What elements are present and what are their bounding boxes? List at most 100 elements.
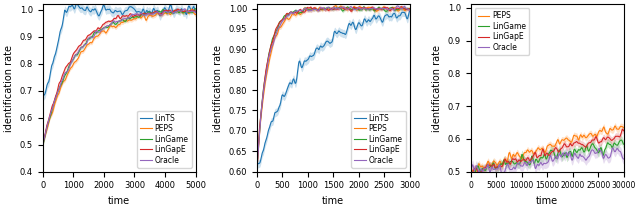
LinGame — [39, 144, 47, 146]
X-axis label: time: time — [108, 196, 130, 206]
Oracle — [111, 21, 119, 24]
LinGame — [130, 16, 138, 19]
Line: LinTS: LinTS — [43, 4, 196, 98]
PEPS — [111, 26, 119, 29]
Oracle — [326, 8, 334, 10]
LinGapE — [378, 8, 386, 10]
PEPS — [326, 8, 334, 10]
LinGame — [360, 5, 367, 8]
Oracle — [39, 142, 47, 145]
LinTS — [39, 96, 47, 99]
LinGapE — [540, 151, 548, 154]
Oracle — [620, 158, 627, 160]
Line: LinGapE: LinGapE — [257, 7, 410, 167]
LinGame — [344, 6, 352, 8]
Legend: LinTS, PEPS, LinGame, LinGapE, Oracle: LinTS, PEPS, LinGame, LinGapE, Oracle — [137, 110, 192, 168]
LinGapE — [174, 8, 182, 10]
Oracle — [498, 172, 506, 175]
LinGapE — [111, 17, 119, 20]
Line: Oracle: Oracle — [43, 9, 196, 144]
Oracle — [326, 7, 333, 9]
PEPS — [378, 7, 386, 9]
Oracle — [188, 10, 196, 12]
Line: Oracle: Oracle — [471, 148, 623, 173]
LinGame — [550, 152, 558, 154]
Oracle — [113, 20, 120, 23]
LinGame — [540, 154, 548, 156]
Line: LinGame: LinGame — [471, 140, 623, 175]
Oracle — [394, 5, 401, 7]
Oracle — [164, 11, 172, 14]
Y-axis label: identification rate: identification rate — [4, 45, 14, 131]
LinTS — [378, 21, 386, 23]
LinTS — [164, 9, 172, 12]
PEPS — [617, 125, 625, 128]
LinGapE — [619, 128, 627, 131]
LinGapE — [406, 7, 413, 10]
Oracle — [558, 153, 566, 156]
PEPS — [122, 19, 129, 21]
Line: PEPS: PEPS — [257, 6, 410, 168]
Oracle — [403, 7, 410, 10]
Oracle — [192, 11, 200, 13]
PEPS — [164, 11, 172, 14]
Y-axis label: identification rate: identification rate — [213, 45, 223, 131]
LinGapE — [326, 9, 333, 11]
PEPS — [611, 125, 619, 127]
LinGapE — [403, 8, 410, 11]
PEPS — [473, 170, 481, 172]
LinTS — [112, 9, 120, 12]
LinTS — [326, 42, 334, 44]
LinGapE — [541, 154, 548, 157]
Y-axis label: identification rate: identification rate — [432, 45, 442, 131]
PEPS — [192, 13, 200, 16]
LinGapE — [164, 10, 172, 12]
PEPS — [406, 9, 413, 11]
LinGapE — [326, 7, 334, 10]
LinGame — [467, 171, 475, 174]
LinTS — [344, 26, 352, 28]
LinTS — [188, 8, 196, 10]
Oracle — [122, 17, 129, 20]
X-axis label: time: time — [322, 196, 344, 206]
LinGapE — [467, 172, 475, 174]
LinTS — [113, 10, 120, 13]
Oracle — [540, 162, 548, 165]
PEPS — [620, 126, 627, 129]
LinGame — [406, 8, 413, 10]
LinTS — [73, 2, 81, 5]
LinGame — [253, 164, 261, 167]
LinTS — [192, 11, 200, 13]
LinTS — [406, 10, 413, 12]
LinGapE — [192, 10, 200, 13]
PEPS — [113, 26, 120, 28]
PEPS — [593, 135, 600, 138]
LinGapE — [113, 17, 120, 19]
LinGame — [164, 11, 172, 13]
LinGapE — [476, 175, 483, 178]
Line: LinGapE: LinGapE — [471, 129, 623, 177]
Line: LinGapE: LinGapE — [43, 9, 196, 142]
LinGame — [188, 11, 196, 14]
LinGapE — [397, 5, 405, 8]
LinGapE — [558, 146, 566, 149]
PEPS — [332, 4, 339, 7]
LinGapE — [620, 130, 627, 132]
PEPS — [188, 8, 195, 10]
LinGame — [558, 156, 566, 158]
LinGame — [336, 6, 344, 9]
PEPS — [188, 8, 196, 11]
Line: PEPS: PEPS — [471, 126, 623, 171]
LinGame — [593, 148, 600, 151]
Line: Oracle: Oracle — [257, 6, 410, 168]
PEPS — [39, 142, 47, 144]
LinTS — [122, 9, 130, 12]
LinGapE — [130, 15, 138, 17]
Oracle — [550, 159, 558, 161]
Line: PEPS: PEPS — [43, 9, 196, 143]
LinGame — [326, 7, 333, 9]
LinGame — [113, 23, 120, 25]
Oracle — [336, 7, 344, 10]
PEPS — [344, 8, 352, 10]
PEPS — [403, 8, 410, 10]
